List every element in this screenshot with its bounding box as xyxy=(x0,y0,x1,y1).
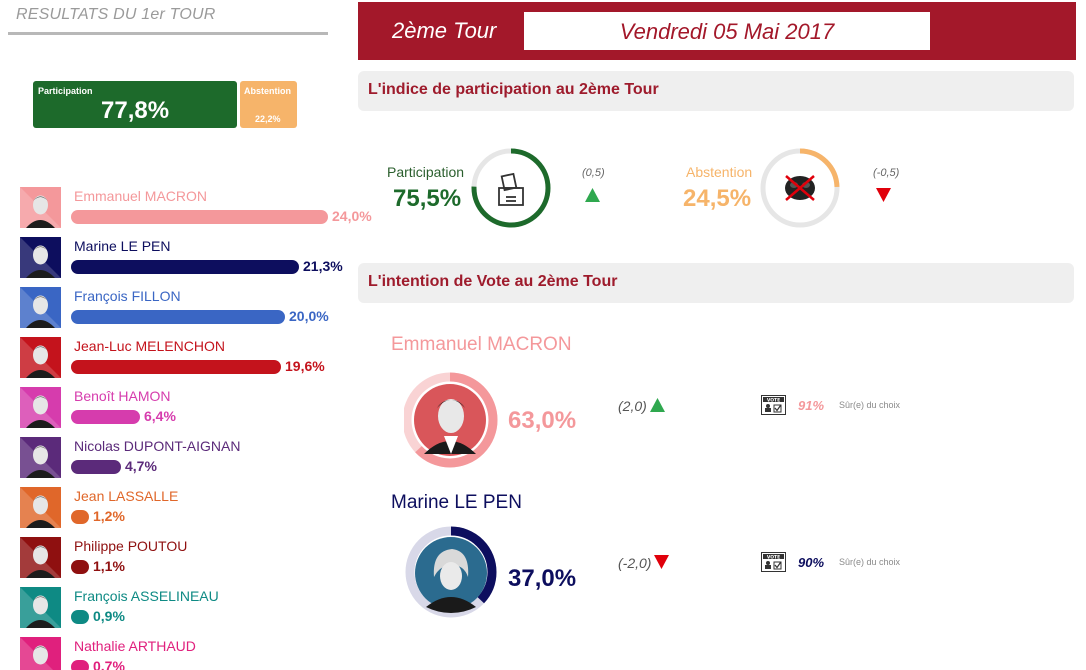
participation-ring xyxy=(471,148,551,228)
date-box: Vendredi 05 Mai 2017 xyxy=(524,12,930,50)
participation-section-header: L'indice de participation au 2ème Tour xyxy=(358,71,1074,111)
candidate-photo xyxy=(20,487,61,528)
le-pen-pct: 37,0% xyxy=(508,565,577,592)
participation-label: Participation xyxy=(38,86,93,96)
le-pen-photo xyxy=(415,537,487,613)
le-pen-ring xyxy=(405,526,497,618)
candidate-row: François FILLON 20,0% xyxy=(20,287,340,333)
first-round-participation-card: Participation 77,8% xyxy=(33,81,237,128)
first-round-title: RESULTATS DU 1er TOUR xyxy=(16,6,216,23)
vote-intention-section-title: L'intention de Vote au 2ème Tour xyxy=(368,273,618,290)
abstention-2nd-value: 24,5% xyxy=(683,185,752,212)
candidate-bar xyxy=(71,610,89,624)
first-round-abstention-card: Abstention 22,2% xyxy=(240,81,297,128)
candidate-photo xyxy=(20,237,61,278)
abstention-ring xyxy=(760,148,840,228)
candidate-name: Jean-Luc MELENCHON xyxy=(74,338,225,354)
candidate-row: Benoît HAMON 6,4% xyxy=(20,387,340,433)
macron-sure-pct: 91% xyxy=(798,398,825,413)
candidate-name: Benoît HAMON xyxy=(74,388,171,404)
candidate-pct: 1,2% xyxy=(93,508,125,524)
candidate-row: Marine LE PEN 21,3% xyxy=(20,237,343,283)
no-vote-icon xyxy=(785,175,815,201)
abstention-delta: (-0,5) xyxy=(873,167,900,179)
candidate-photo xyxy=(20,537,61,578)
participation-2nd-value: 75,5% xyxy=(393,185,462,212)
candidate-row: Jean-Luc MELENCHON 19,6% xyxy=(20,337,340,383)
down-arrow-icon xyxy=(654,555,669,569)
candidate-bar xyxy=(71,510,89,524)
participation-delta: (0,5) xyxy=(582,167,605,179)
macron-photo xyxy=(414,384,486,456)
candidate-bar xyxy=(71,260,299,274)
ballot-box-icon xyxy=(498,172,524,206)
svg-text:VOTE: VOTE xyxy=(767,554,780,560)
candidate-bar xyxy=(71,310,285,324)
macron-name: Emmanuel MACRON xyxy=(391,334,572,355)
candidate-name: Nathalie ARTHAUD xyxy=(74,638,196,654)
candidate-pct: 4,7% xyxy=(125,458,157,474)
candidate-photo xyxy=(20,387,61,428)
candidate-bar xyxy=(71,460,121,474)
candidate-photo xyxy=(20,587,61,628)
candidate-row: François ASSELINEAU 0,9% xyxy=(20,587,340,633)
title-divider xyxy=(8,32,328,35)
candidate-photo xyxy=(20,287,61,328)
participation-value: 77,8% xyxy=(101,97,170,124)
macron-pct: 63,0% xyxy=(508,407,577,434)
candidate-pct: 0,7% xyxy=(93,658,125,670)
candidate-photo xyxy=(20,337,61,378)
candidate-row: Philippe POUTOU 1,1% xyxy=(20,537,340,583)
abstention-label: Abstention xyxy=(244,86,291,96)
candidate-name: Marine LE PEN xyxy=(74,238,171,254)
candidate-name: Emmanuel MACRON xyxy=(74,188,208,204)
macron-sure-label: Sûr(e) du choix xyxy=(839,400,901,410)
candidate-row: Nicolas DUPONT-AIGNAN 4,7% xyxy=(20,437,340,483)
round-title: 2ème Tour xyxy=(392,18,497,43)
le-pen-sure-label: Sûr(e) du choix xyxy=(839,557,901,567)
candidate-pct: 19,6% xyxy=(285,358,325,374)
candidate-bar xyxy=(71,410,140,424)
abstention-value: 22,2% xyxy=(255,114,281,124)
candidate-pct: 21,3% xyxy=(303,258,343,274)
candidate-bar xyxy=(71,360,281,374)
vote-intention-section-header: L'intention de Vote au 2ème Tour xyxy=(358,263,1074,303)
candidate-name: Nicolas DUPONT-AIGNAN xyxy=(74,438,241,454)
candidate-pct: 6,4% xyxy=(144,408,176,424)
participation-2nd-label: Participation xyxy=(387,164,465,180)
vote-card-icon: VOTE xyxy=(761,552,786,572)
le-pen-sure-pct: 90% xyxy=(798,555,825,570)
candidate-row: Nathalie ARTHAUD 0,7% xyxy=(20,637,340,670)
candidate-bar xyxy=(71,560,89,574)
candidate-photo xyxy=(20,187,61,228)
candidate-pct: 1,1% xyxy=(93,558,125,574)
up-arrow-icon xyxy=(650,398,665,412)
candidate-pct: 20,0% xyxy=(289,308,329,324)
candidate-row: Emmanuel MACRON 24,0% xyxy=(20,187,372,233)
date-label: Vendredi 05 Mai 2017 xyxy=(619,19,835,44)
candidate-photo xyxy=(20,437,61,478)
participation-section-title: L'indice de participation au 2ème Tour xyxy=(368,81,659,98)
candidate-bar xyxy=(71,660,89,670)
down-arrow-icon xyxy=(876,188,891,202)
candidate-bar xyxy=(71,210,328,224)
candidate-name: François FILLON xyxy=(74,288,181,304)
candidate-pct: 0,9% xyxy=(93,608,125,624)
candidate-pct: 24,0% xyxy=(332,208,372,224)
up-arrow-icon xyxy=(585,188,600,202)
second-round-header: 2ème Tour Vendredi 05 Mai 2017 xyxy=(358,2,1076,60)
candidate-name: François ASSELINEAU xyxy=(74,588,219,604)
le-pen-delta: (-2,0) xyxy=(618,555,652,571)
macron-delta: (2,0) xyxy=(618,398,647,414)
abstention-2nd-label: Abstention xyxy=(686,164,753,180)
le-pen-name: Marine LE PEN xyxy=(391,492,522,513)
vote-card-icon: VOTE xyxy=(761,395,786,415)
candidate-photo xyxy=(20,637,61,670)
svg-text:VOTE: VOTE xyxy=(767,397,780,403)
candidate-name: Jean LASSALLE xyxy=(74,488,179,504)
candidate-row: Jean LASSALLE 1,2% xyxy=(20,487,340,533)
macron-ring xyxy=(404,372,498,468)
candidate-name: Philippe POUTOU xyxy=(74,538,188,554)
